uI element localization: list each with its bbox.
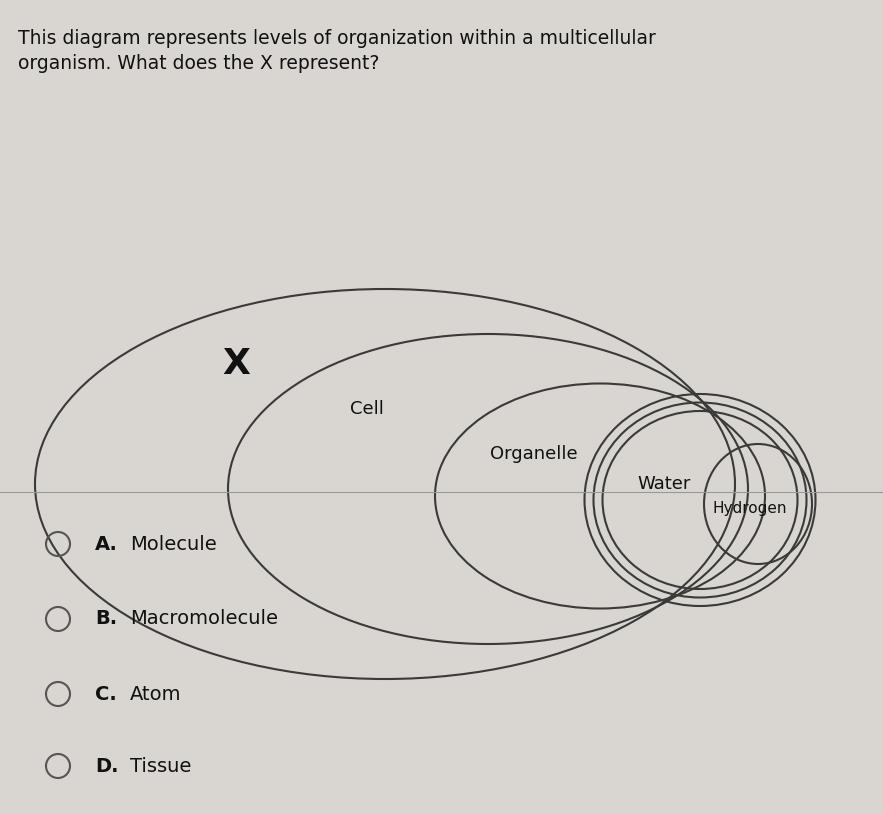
- Text: X: X: [222, 347, 250, 381]
- Text: Macromolecule: Macromolecule: [130, 610, 278, 628]
- Text: Organelle: Organelle: [490, 445, 577, 463]
- Text: Water: Water: [637, 475, 691, 493]
- Text: B.: B.: [95, 610, 117, 628]
- Text: C.: C.: [95, 685, 117, 703]
- Text: Tissue: Tissue: [130, 756, 192, 776]
- Text: This diagram represents levels of organization within a multicellular
organism. : This diagram represents levels of organi…: [18, 29, 656, 73]
- Text: Cell: Cell: [350, 400, 384, 418]
- Text: A.: A.: [95, 535, 117, 554]
- Text: D.: D.: [95, 756, 118, 776]
- Text: Atom: Atom: [130, 685, 182, 703]
- Text: Hydrogen: Hydrogen: [712, 501, 787, 517]
- Text: Molecule: Molecule: [130, 535, 216, 554]
